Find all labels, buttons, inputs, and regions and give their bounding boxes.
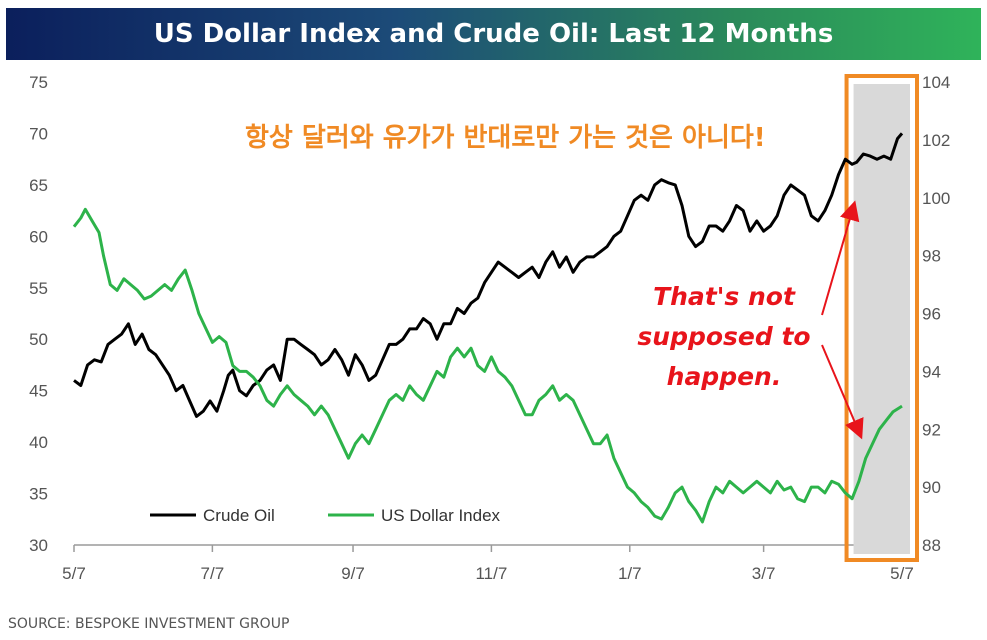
crude-oil-line — [73, 132, 904, 418]
red-annotation-line: happen. — [667, 362, 782, 391]
chart-title: US Dollar Index and Crude Oil: Last 12 M… — [153, 19, 834, 49]
x-tick-label: 5/7 — [62, 564, 86, 583]
y-left-tick-label: 50 — [29, 330, 48, 349]
y-right-tick-label: 88 — [922, 536, 941, 555]
x-tick-label: 7/7 — [201, 564, 225, 583]
annotation-layer: 항상 달러와 유가가 반대로만 가는 것은 아니다! That's not supp… — [245, 123, 864, 440]
red-annotation-line: That's not — [653, 282, 796, 311]
x-tick-label: 11/7 — [475, 564, 507, 583]
arrow-up — [821, 200, 860, 316]
legend: Crude Oil US Dollar Index — [150, 506, 501, 525]
x-tick-label: 1/7 — [618, 564, 642, 583]
x-tick-label: 5/7 — [890, 564, 914, 583]
source-note: SOURCE: BESPOKE INVESTMENT GROUP — [8, 616, 290, 632]
y-left-tick-label: 45 — [29, 382, 48, 401]
y-right-tick-label: 98 — [922, 247, 941, 266]
chart-svg: 5/7 7/7 9/7 11/7 1/7 3/7 5/7 30 35 40 45 50 55 60 65 70… — [29, 73, 950, 583]
x-tick-label: 9/7 — [341, 564, 365, 583]
y-right-tick-label: 94 — [922, 362, 941, 381]
arrow-down — [821, 344, 864, 440]
y-left-tick-label: 35 — [29, 485, 48, 504]
axis-layer: 5/7 7/7 9/7 11/7 1/7 3/7 5/7 30 35 40 45 50 55 60 65 70… — [29, 73, 950, 583]
y-left-tick-label: 30 — [29, 536, 48, 555]
y-right-tick-label: 90 — [922, 478, 941, 497]
y-right-tick-label: 100 — [922, 189, 950, 208]
korean-annotation: 항상 달러와 유가가 반대로만 가는 것은 아니다! — [245, 123, 766, 153]
y-left-tick-label: 60 — [29, 227, 48, 246]
y-left-tick-label: 55 — [29, 279, 48, 298]
highlight-layer — [844, 74, 919, 562]
title-banner: US Dollar Index and Crude Oil: Last 12 M… — [6, 8, 981, 60]
y-right-tick-label: 104 — [922, 73, 950, 92]
y-left-tick-label: 65 — [29, 176, 48, 195]
legend-label-dollar: US Dollar Index — [381, 506, 501, 525]
y-left-tick-label: 75 — [29, 73, 48, 92]
y-right-tick-label: 92 — [922, 420, 941, 439]
series-layer — [72, 132, 904, 524]
red-annotation-line: supposed to — [637, 322, 810, 351]
highlight-band — [853, 84, 910, 554]
us-dollar-index-line — [72, 207, 903, 524]
highlight-box — [844, 74, 919, 562]
y-right-tick-label: 102 — [922, 131, 950, 150]
y-left-tick-label: 40 — [29, 433, 48, 452]
legend-label-crude: Crude Oil — [203, 506, 275, 525]
y-right-tick-label: 96 — [922, 305, 941, 324]
x-tick-label: 3/7 — [752, 564, 776, 583]
y-left-tick-label: 70 — [29, 124, 48, 143]
